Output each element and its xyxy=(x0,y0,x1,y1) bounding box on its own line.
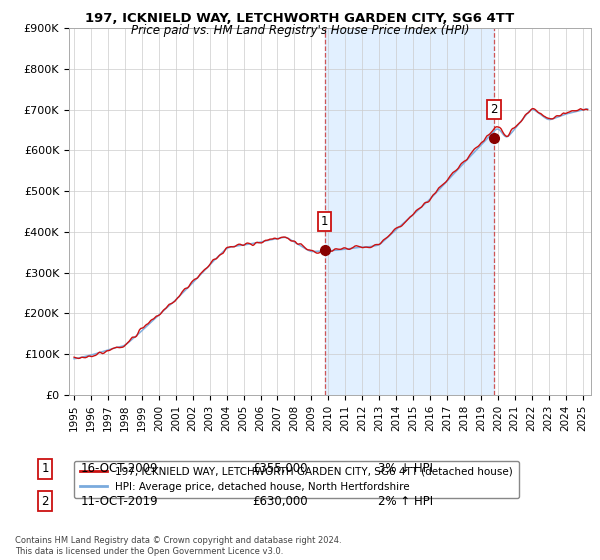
Text: 3% ↓ HPI: 3% ↓ HPI xyxy=(378,462,433,475)
Text: 197, ICKNIELD WAY, LETCHWORTH GARDEN CITY, SG6 4TT: 197, ICKNIELD WAY, LETCHWORTH GARDEN CIT… xyxy=(85,12,515,25)
Text: 2% ↑ HPI: 2% ↑ HPI xyxy=(378,494,433,508)
Text: Price paid vs. HM Land Registry's House Price Index (HPI): Price paid vs. HM Land Registry's House … xyxy=(131,24,469,36)
Text: £355,000: £355,000 xyxy=(252,462,308,475)
Text: 16-OCT-2009: 16-OCT-2009 xyxy=(81,462,158,475)
Text: 2: 2 xyxy=(41,494,49,508)
Legend: 197, ICKNIELD WAY, LETCHWORTH GARDEN CITY, SG6 4TT (detached house), HPI: Averag: 197, ICKNIELD WAY, LETCHWORTH GARDEN CIT… xyxy=(74,460,519,498)
Text: 2: 2 xyxy=(490,102,498,115)
Text: Contains HM Land Registry data © Crown copyright and database right 2024.
This d: Contains HM Land Registry data © Crown c… xyxy=(15,536,341,556)
Text: 1: 1 xyxy=(321,214,328,228)
Text: 1: 1 xyxy=(41,462,49,475)
Text: 11-OCT-2019: 11-OCT-2019 xyxy=(81,494,158,508)
Text: £630,000: £630,000 xyxy=(252,494,308,508)
